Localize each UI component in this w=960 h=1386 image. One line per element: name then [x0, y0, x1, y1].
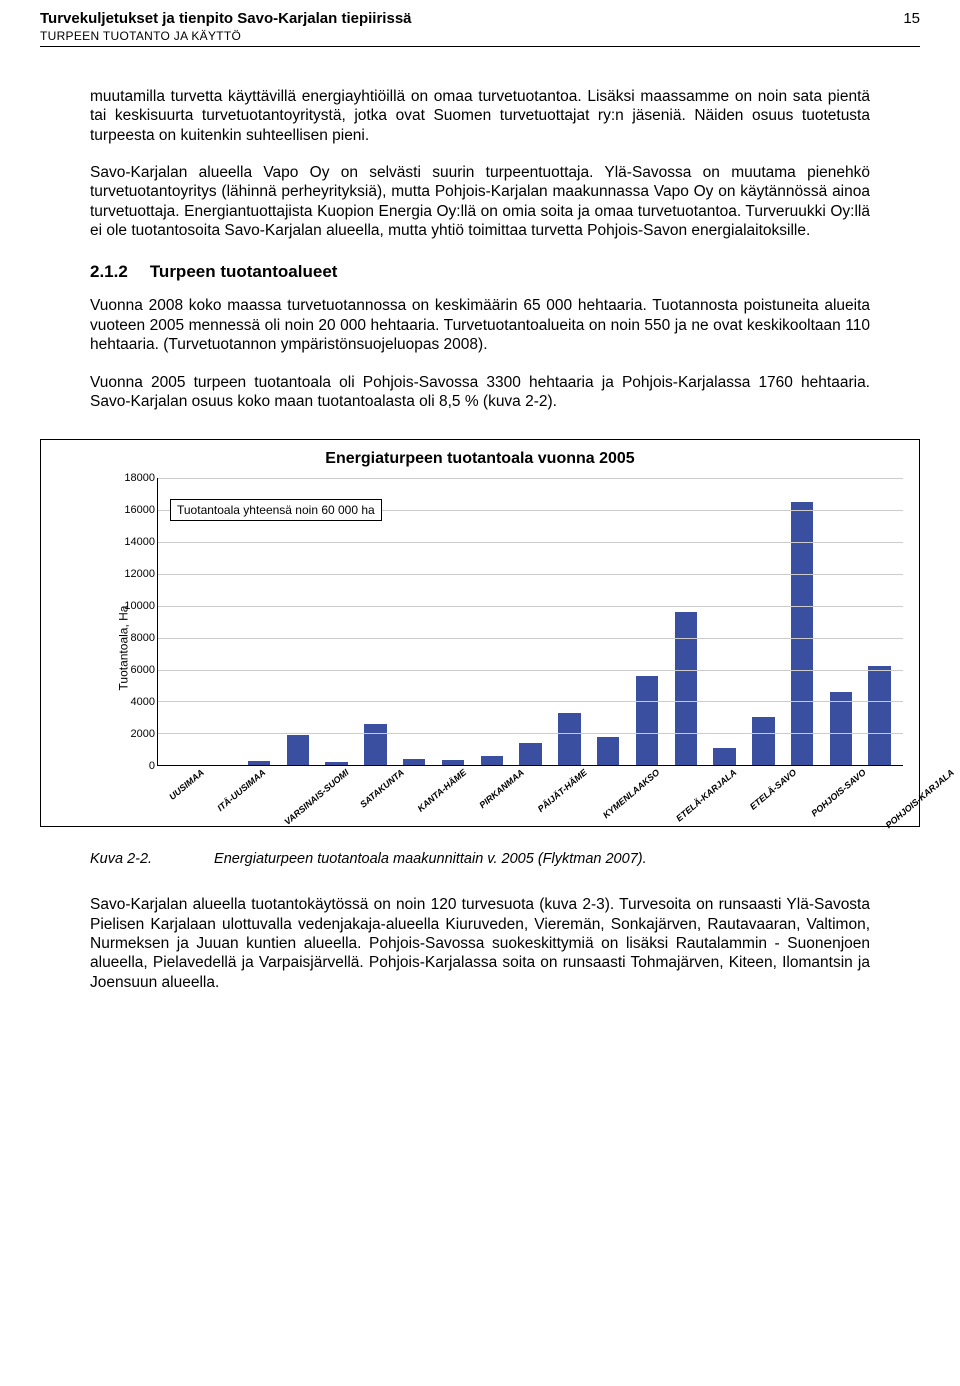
- bar-slot: [434, 478, 473, 765]
- caption-label: Kuva 2-2.: [90, 851, 210, 867]
- x-tick-label: VARSINAIS-SUOMI: [282, 766, 379, 859]
- page-number: 15: [903, 10, 920, 27]
- bar-slot: [783, 478, 822, 765]
- chart-bar: [713, 748, 736, 766]
- bar-slot: [201, 478, 240, 765]
- bar-slot: [317, 478, 356, 765]
- grid-line: [158, 606, 903, 607]
- paragraph: Savo-Karjalan alueella tuotantokäytössä …: [90, 895, 870, 992]
- chart-plot: Tuotantoala yhteensä noin 60 000 ha: [157, 478, 903, 766]
- grid-line: [158, 542, 903, 543]
- chart-bar: [442, 760, 465, 765]
- chart-bar: [675, 612, 698, 765]
- bar-slot: [666, 478, 705, 765]
- chart-bar: [752, 717, 775, 765]
- paragraph: Vuonna 2005 turpeen tuotantoala oli Pohj…: [90, 373, 870, 412]
- chart-bar: [403, 759, 426, 765]
- header-title-block: Turvekuljetukset ja tienpito Savo-Karjal…: [40, 10, 412, 44]
- bar-slot: [511, 478, 550, 765]
- body-text: muutamilla turvetta käyttävillä energiay…: [40, 87, 920, 412]
- bar-slot: [395, 478, 434, 765]
- bar-slot: [744, 478, 783, 765]
- x-tick-label: KYMENLAAKSO: [601, 766, 690, 852]
- y-tick-label: 0: [113, 760, 155, 772]
- body-text: Savo-Karjalan alueella tuotantokäytössä …: [40, 895, 920, 992]
- figure-caption: Kuva 2-2. Energiaturpeen tuotantoala maa…: [90, 851, 870, 867]
- page-header: Turvekuljetukset ja tienpito Savo-Karjal…: [40, 10, 920, 47]
- chart-bar: [519, 743, 542, 765]
- bar-slot: [628, 478, 667, 765]
- chart-bar: [636, 676, 659, 765]
- y-tick-label: 8000: [113, 632, 155, 644]
- y-tick-label: 4000: [113, 696, 155, 708]
- y-tick-label: 10000: [113, 600, 155, 612]
- y-tick-label: 18000: [113, 472, 155, 484]
- chart-bar: [597, 737, 620, 765]
- chart-bar: [287, 735, 310, 765]
- chart-container: Energiaturpeen tuotantoala vuonna 2005 T…: [40, 439, 920, 827]
- chart-bar: [558, 713, 581, 766]
- bar-slot: [860, 478, 899, 765]
- heading-number: 2.1.2: [90, 262, 128, 282]
- chart-bar: [481, 756, 504, 766]
- chart-area: Tuotantoala, Ha 020004000600080001000012…: [95, 478, 911, 818]
- chart-bar: [830, 692, 853, 765]
- grid-line: [158, 574, 903, 575]
- y-tick-label: 2000: [113, 728, 155, 740]
- bar-slot: [705, 478, 744, 765]
- y-tick-label: 16000: [113, 504, 155, 516]
- header-subtitle: TURPEEN TUOTANTO JA KÄYTTÖ: [40, 29, 412, 44]
- x-tick-label: POHJOIS-KARJALA: [883, 766, 960, 862]
- y-tick-label: 6000: [113, 664, 155, 676]
- chart-bar: [325, 762, 348, 765]
- caption-text: Energiaturpeen tuotantoala maakunnittain…: [214, 851, 647, 867]
- grid-line: [158, 638, 903, 639]
- chart-bars: [158, 478, 903, 765]
- heading-text: Turpeen tuotantoalueet: [150, 262, 338, 281]
- grid-line: [158, 733, 903, 734]
- chart-bar: [248, 761, 271, 765]
- bar-slot: [356, 478, 395, 765]
- grid-line: [158, 670, 903, 671]
- y-tick-label: 12000: [113, 568, 155, 580]
- grid-line: [158, 478, 903, 479]
- grid-line: [158, 701, 903, 702]
- page: Turvekuljetukset ja tienpito Savo-Karjal…: [0, 0, 960, 1386]
- x-axis-labels: UUSIMAAITÄ-UUSIMAAVARSINAIS-SUOMISATAKUN…: [157, 766, 903, 818]
- bar-slot: [472, 478, 511, 765]
- y-tick-label: 14000: [113, 536, 155, 548]
- y-ticks: 0200040006000800010000120001400016000180…: [113, 478, 155, 766]
- header-title: Turvekuljetukset ja tienpito Savo-Karjal…: [40, 10, 412, 29]
- chart-bar: [364, 724, 387, 765]
- bar-slot: [550, 478, 589, 765]
- bar-slot: [240, 478, 279, 765]
- x-tick-label: ITÄ-UUSIMAA: [215, 766, 296, 845]
- chart-title: Energiaturpeen tuotantoala vuonna 2005: [49, 450, 911, 468]
- paragraph: muutamilla turvetta käyttävillä energiay…: [90, 87, 870, 145]
- x-tick-label: PÄIJÄT-HÄME: [535, 766, 617, 846]
- chart-bar: [868, 666, 891, 765]
- chart-annotation: Tuotantoala yhteensä noin 60 000 ha: [170, 499, 382, 521]
- bar-slot: [278, 478, 317, 765]
- bar-slot: [162, 478, 201, 765]
- paragraph: Savo-Karjalan alueella Vapo Oy on selväs…: [90, 163, 870, 241]
- x-tick-label: POHJOIS-SAVO: [809, 766, 896, 851]
- bar-slot: [822, 478, 861, 765]
- section-heading: 2.1.2 Turpeen tuotantoalueet: [90, 262, 870, 282]
- bar-slot: [589, 478, 628, 765]
- paragraph: Vuonna 2008 koko maassa turvetuotannossa…: [90, 296, 870, 354]
